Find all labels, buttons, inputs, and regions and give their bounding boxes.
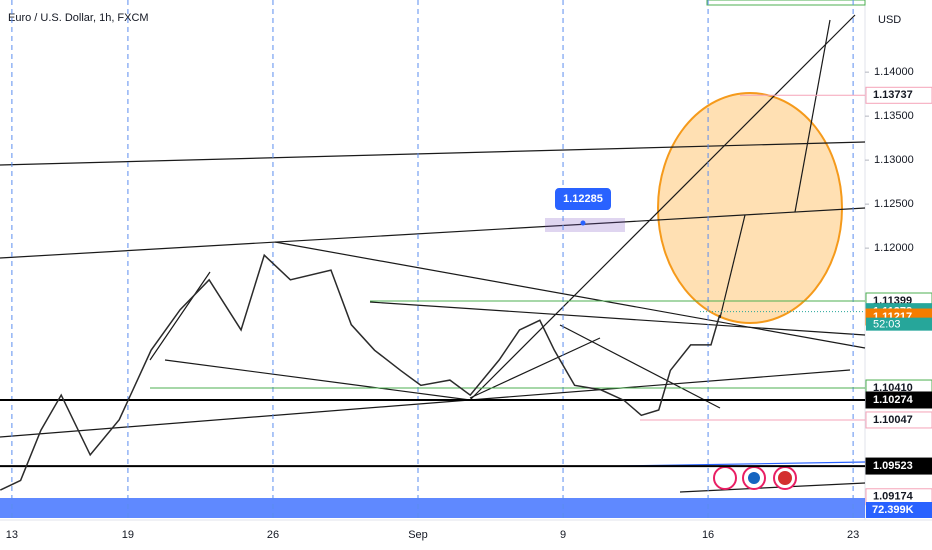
price-axis [865,0,932,520]
x-tick-label: 13 [6,529,18,541]
drawn-box [706,0,866,6]
callout-point [580,220,586,226]
x-tick-label: 23 [847,529,859,541]
event-icon [713,466,737,490]
trend-line [164,359,471,401]
volume-badge [866,502,932,518]
price-badge-label: 1.10410 [873,382,913,394]
price-badge [865,86,932,104]
range-box [545,218,625,232]
x-tick-label: 19 [122,529,134,541]
event-icons [713,466,797,490]
trend-line [794,19,831,213]
trend-line [679,482,866,493]
volume-label: 72.399K [872,504,914,516]
x-tick-label: 26 [267,529,279,541]
countdown-badge [866,317,932,331]
price-line [0,253,721,491]
price-badge [865,457,932,475]
y-tick-label: 1.14000 [874,66,914,78]
callout-box [555,188,611,211]
trend-line [559,324,721,409]
trend-line [0,207,866,259]
price-badge [865,411,932,429]
chart-title: Euro / U.S. Dollar, 1h, FXCM [8,12,149,24]
x-tick-label: Sep [408,529,428,541]
price-badge [865,391,932,409]
trend-line [0,141,866,166]
x-tick-label: 9 [560,529,566,541]
y-tick-label: 1.13000 [874,154,914,166]
callout-label: 1.12285 [563,193,603,205]
y-tick-label: 1.12500 [874,198,914,210]
drawings [0,14,866,493]
countdown: 52:03 [873,319,901,331]
event-icon [778,471,792,485]
x-tick-label: 16 [702,529,714,541]
price-badge-label: 1.10274 [873,394,914,406]
target-ellipse [657,92,843,324]
event-icon [748,472,760,484]
trend-line [469,14,856,401]
price-badge-label: 1.13737 [873,89,913,101]
y-tick-label: 1.12000 [874,242,914,254]
volume-band [0,498,865,518]
currency: USD [878,14,901,26]
trend-line [149,271,211,361]
y-tick-label: 1.13500 [874,110,914,122]
trend-line [369,301,866,336]
price-badge-label: 1.09523 [873,460,913,472]
price-badge-label: 1.09174 [873,491,914,503]
price-badge-label: 1.10047 [873,414,913,426]
trend-line [274,241,866,349]
